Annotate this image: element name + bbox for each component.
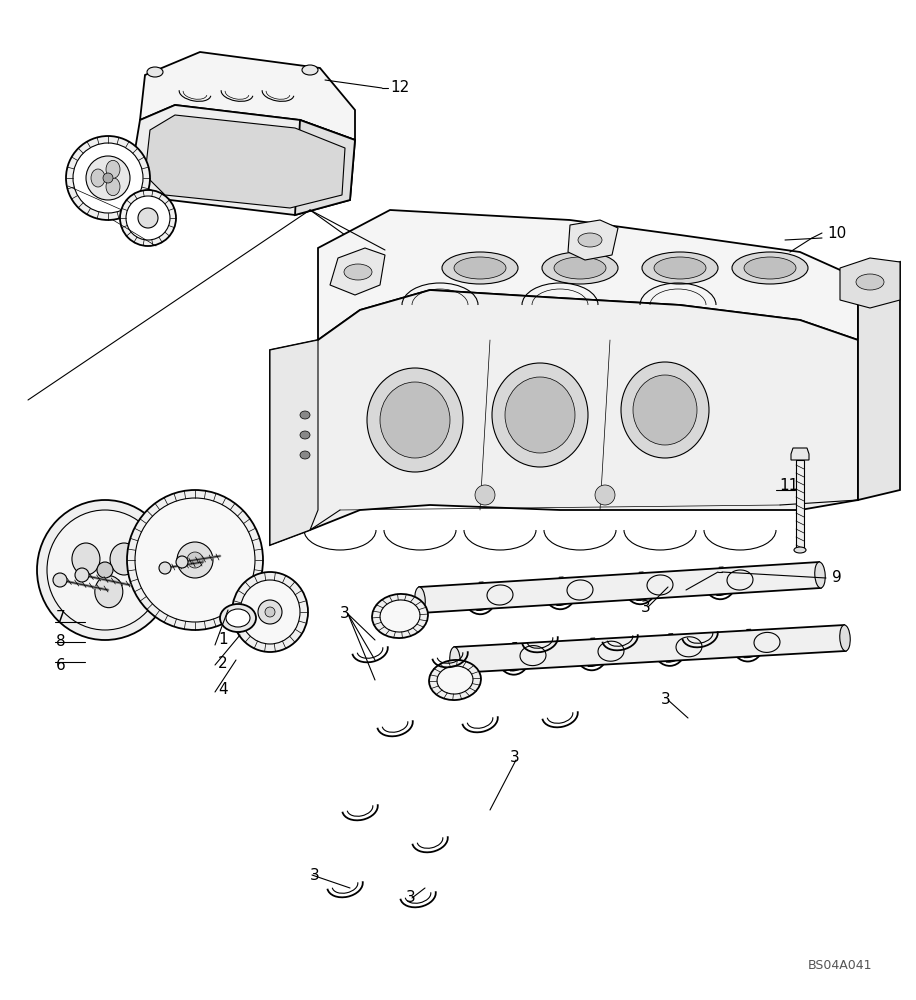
Ellipse shape [856, 274, 884, 290]
Ellipse shape [159, 562, 171, 574]
Ellipse shape [47, 510, 163, 630]
Ellipse shape [135, 498, 255, 622]
Text: 3: 3 [661, 692, 671, 708]
Ellipse shape [492, 363, 588, 467]
Ellipse shape [300, 451, 310, 459]
Ellipse shape [302, 65, 318, 75]
Ellipse shape [437, 666, 473, 694]
Text: 4: 4 [218, 682, 227, 698]
Ellipse shape [380, 382, 450, 458]
Text: 10: 10 [827, 226, 846, 240]
Text: 7: 7 [56, 610, 66, 626]
Text: 3: 3 [406, 890, 416, 906]
Polygon shape [840, 258, 900, 308]
Ellipse shape [226, 609, 250, 627]
Ellipse shape [732, 252, 808, 284]
Ellipse shape [220, 604, 256, 632]
Ellipse shape [91, 169, 105, 187]
Polygon shape [270, 340, 318, 545]
Text: 3: 3 [340, 606, 350, 621]
Ellipse shape [265, 607, 275, 617]
Ellipse shape [372, 594, 428, 638]
Text: 6: 6 [56, 658, 66, 674]
Ellipse shape [840, 625, 850, 651]
Ellipse shape [595, 485, 615, 505]
Ellipse shape [554, 257, 606, 279]
Ellipse shape [258, 600, 282, 624]
Ellipse shape [110, 543, 138, 575]
Ellipse shape [475, 485, 495, 505]
Ellipse shape [814, 562, 825, 588]
Ellipse shape [232, 572, 308, 652]
Ellipse shape [37, 500, 173, 640]
Ellipse shape [344, 264, 372, 280]
Ellipse shape [633, 375, 697, 445]
Ellipse shape [300, 431, 310, 439]
Text: 3: 3 [310, 867, 320, 882]
Polygon shape [568, 220, 618, 260]
Polygon shape [318, 210, 858, 340]
Ellipse shape [53, 573, 67, 587]
Ellipse shape [744, 257, 796, 279]
Ellipse shape [127, 490, 263, 630]
Polygon shape [791, 448, 809, 460]
Ellipse shape [429, 660, 481, 700]
Ellipse shape [66, 136, 150, 220]
Ellipse shape [103, 173, 113, 183]
Ellipse shape [106, 178, 120, 196]
Ellipse shape [367, 368, 463, 472]
Polygon shape [130, 105, 355, 215]
Ellipse shape [138, 208, 158, 228]
Polygon shape [454, 625, 845, 673]
Ellipse shape [176, 556, 188, 568]
Ellipse shape [442, 252, 518, 284]
Text: 12: 12 [390, 81, 409, 96]
Ellipse shape [72, 543, 100, 575]
Ellipse shape [73, 143, 143, 213]
Ellipse shape [415, 587, 425, 613]
Text: 11: 11 [779, 479, 798, 493]
Ellipse shape [621, 362, 709, 458]
Ellipse shape [97, 562, 113, 578]
Ellipse shape [75, 568, 89, 582]
Ellipse shape [454, 257, 506, 279]
Polygon shape [420, 562, 821, 613]
Text: BS04A041: BS04A041 [808, 959, 872, 972]
Text: 1: 1 [218, 632, 227, 647]
Ellipse shape [654, 257, 706, 279]
Ellipse shape [147, 67, 163, 77]
Ellipse shape [505, 377, 575, 453]
Polygon shape [140, 52, 355, 140]
Polygon shape [270, 290, 858, 545]
Ellipse shape [794, 547, 806, 553]
Polygon shape [295, 120, 355, 215]
Text: 3: 3 [510, 750, 519, 764]
Ellipse shape [642, 252, 718, 284]
Text: 2: 2 [218, 656, 227, 670]
Ellipse shape [86, 156, 130, 200]
Ellipse shape [300, 411, 310, 419]
Polygon shape [858, 262, 900, 500]
Ellipse shape [380, 600, 420, 632]
Ellipse shape [95, 576, 123, 608]
Ellipse shape [106, 160, 120, 178]
Ellipse shape [450, 647, 460, 673]
Polygon shape [145, 115, 345, 208]
Text: 3: 3 [641, 599, 650, 614]
Ellipse shape [542, 252, 618, 284]
Text: 8: 8 [56, 635, 66, 650]
Ellipse shape [177, 542, 213, 578]
Ellipse shape [578, 233, 602, 247]
Ellipse shape [126, 196, 170, 240]
Text: 9: 9 [832, 570, 842, 585]
Polygon shape [796, 460, 804, 550]
Ellipse shape [120, 190, 176, 246]
Ellipse shape [240, 580, 300, 644]
Ellipse shape [187, 552, 203, 568]
Polygon shape [330, 248, 385, 295]
